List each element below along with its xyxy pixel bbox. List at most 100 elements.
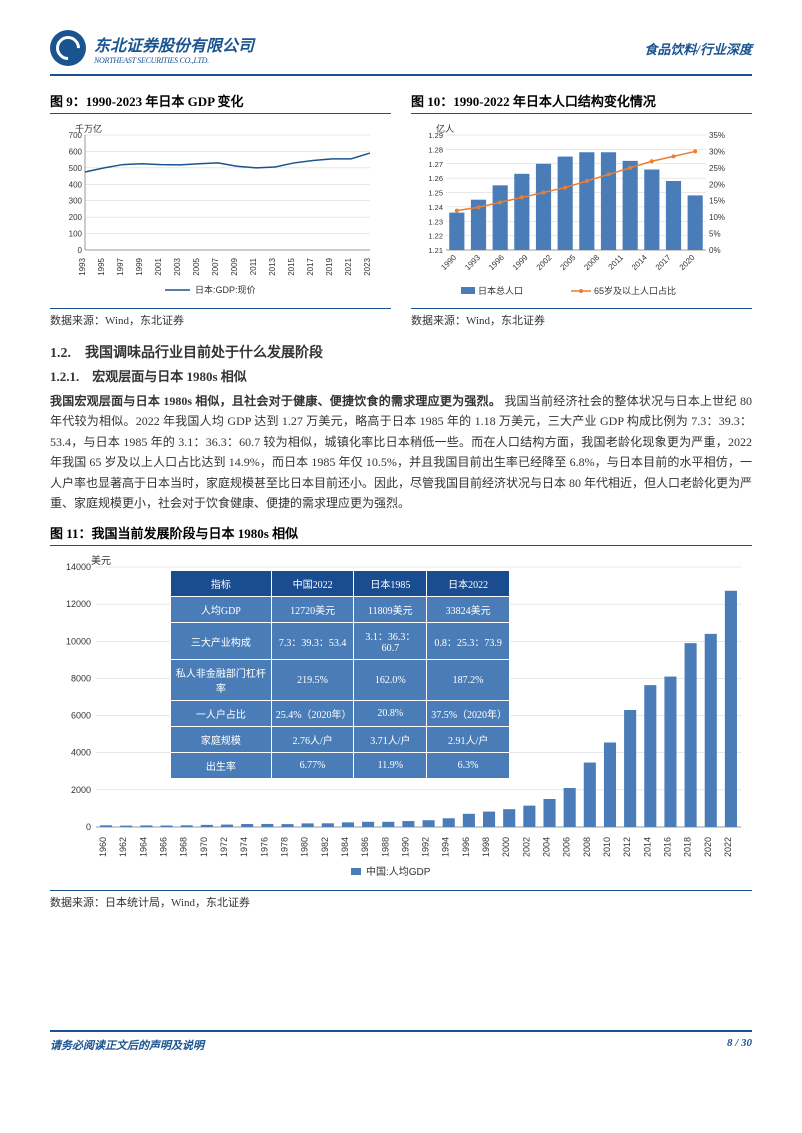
footer-disclaimer: 请务必阅读正文后的声明及说明 <box>50 1037 204 1053</box>
svg-text:700: 700 <box>69 131 83 140</box>
svg-text:1976: 1976 <box>259 837 269 857</box>
svg-text:1.26: 1.26 <box>428 174 443 183</box>
svg-text:14000: 14000 <box>66 562 91 572</box>
svg-text:2000: 2000 <box>501 837 511 857</box>
svg-text:30%: 30% <box>709 147 725 156</box>
svg-text:1996: 1996 <box>461 837 471 857</box>
svg-text:1998: 1998 <box>481 837 491 857</box>
svg-text:1997: 1997 <box>116 257 125 275</box>
svg-text:1.24: 1.24 <box>428 203 443 212</box>
fig11-source: 数据来源：日本统计局，Wind，东北证券 <box>50 890 752 910</box>
svg-text:美元: 美元 <box>91 554 111 567</box>
page-footer: 请务必阅读正文后的声明及说明 8 / 30 <box>50 1030 752 1053</box>
svg-text:300: 300 <box>69 197 83 206</box>
section-1-2-1-body: 我国宏观层面与日本 1980s 相似，且社会对于健康、便捷饮食的需求理应更为强烈… <box>50 391 752 513</box>
svg-text:2018: 2018 <box>683 837 693 857</box>
svg-text:2010: 2010 <box>602 837 612 857</box>
svg-text:0: 0 <box>86 822 91 832</box>
svg-text:10000: 10000 <box>66 637 91 647</box>
svg-text:1968: 1968 <box>179 837 189 857</box>
svg-text:1.28: 1.28 <box>428 145 443 154</box>
svg-text:2014: 2014 <box>630 253 649 272</box>
svg-text:2017: 2017 <box>654 253 673 272</box>
svg-text:1995: 1995 <box>97 257 106 275</box>
svg-text:2013: 2013 <box>268 257 277 275</box>
svg-text:1.29: 1.29 <box>428 131 443 140</box>
svg-text:20%: 20% <box>709 180 725 189</box>
svg-text:600: 600 <box>69 147 83 156</box>
svg-text:1980: 1980 <box>300 837 310 857</box>
fig11-table: 指标中国2022日本1985日本2022人均GDP12720美元11809美元3… <box>170 570 510 779</box>
fig9-source: 数据来源：Wind，东北证券 <box>50 308 391 328</box>
svg-text:1962: 1962 <box>118 837 128 857</box>
svg-text:1999: 1999 <box>511 253 530 272</box>
svg-text:1974: 1974 <box>239 837 249 857</box>
svg-text:2022: 2022 <box>723 837 733 857</box>
svg-text:1964: 1964 <box>138 837 148 857</box>
svg-text:2019: 2019 <box>325 257 334 275</box>
svg-text:2009: 2009 <box>230 257 239 275</box>
para-bold: 我国宏观层面与日本 1980s 相似，且社会对于健康、便捷饮食的需求理应更为强烈… <box>50 394 501 408</box>
fig11-title: 图 11：我国当前发展阶段与日本 1980s 相似 <box>50 523 752 546</box>
svg-text:65岁及以上人口占比: 65岁及以上人口占比 <box>594 285 676 296</box>
svg-text:2023: 2023 <box>363 257 372 275</box>
para-body: 我国当前经济社会的整体状况与日本上世纪 80 年代较为相似。2022 年我国人均… <box>50 394 752 510</box>
svg-text:0: 0 <box>78 246 83 255</box>
fig9-chart: 千万亿0100200300400500600700199319951997199… <box>50 120 391 304</box>
fig10-title: 图 10：1990-2022 年日本人口结构变化情况 <box>411 91 752 114</box>
svg-text:1.27: 1.27 <box>428 160 443 169</box>
svg-text:2016: 2016 <box>662 837 672 857</box>
svg-text:1970: 1970 <box>199 837 209 857</box>
fig10-chart: 亿人1.211.221.231.241.251.261.271.281.290%… <box>411 120 752 304</box>
svg-text:1988: 1988 <box>380 837 390 857</box>
logo-area: 东北证券股份有限公司 NORTHEAST SECURITIES CO.,LTD. <box>50 30 254 66</box>
fig11-chart: 美元02000400060008000100001200014000196019… <box>50 552 752 886</box>
svg-text:400: 400 <box>69 180 83 189</box>
svg-text:1996: 1996 <box>487 253 506 272</box>
svg-text:1.21: 1.21 <box>428 246 443 255</box>
svg-text:2008: 2008 <box>582 253 601 272</box>
svg-text:1960: 1960 <box>98 837 108 857</box>
company-name-cn: 东北证券股份有限公司 <box>94 32 254 56</box>
svg-text:日本:GDP:现价: 日本:GDP:现价 <box>195 284 256 295</box>
svg-text:2008: 2008 <box>582 837 592 857</box>
svg-text:35%: 35% <box>709 131 725 140</box>
svg-text:15%: 15% <box>709 197 725 206</box>
svg-text:2006: 2006 <box>562 837 572 857</box>
page-header: 东北证券股份有限公司 NORTHEAST SECURITIES CO.,LTD.… <box>50 30 752 76</box>
svg-text:1984: 1984 <box>340 837 350 857</box>
svg-text:2020: 2020 <box>678 253 697 272</box>
svg-text:4000: 4000 <box>71 748 91 758</box>
svg-text:1993: 1993 <box>78 257 87 275</box>
svg-text:1990: 1990 <box>400 837 410 857</box>
svg-text:2021: 2021 <box>344 257 353 275</box>
svg-text:2005: 2005 <box>192 257 201 275</box>
svg-text:2001: 2001 <box>154 257 163 275</box>
svg-text:200: 200 <box>69 213 83 222</box>
svg-text:500: 500 <box>69 164 83 173</box>
svg-text:1978: 1978 <box>279 837 289 857</box>
svg-text:6000: 6000 <box>71 711 91 721</box>
svg-text:2011: 2011 <box>607 253 626 272</box>
svg-text:1.22: 1.22 <box>428 232 443 241</box>
svg-text:1986: 1986 <box>360 837 370 857</box>
svg-text:1992: 1992 <box>421 837 431 857</box>
logo-icon <box>50 30 86 66</box>
fig10-source: 数据来源：Wind，东北证券 <box>411 308 752 328</box>
svg-text:0%: 0% <box>709 246 721 255</box>
svg-text:1.23: 1.23 <box>428 217 443 226</box>
svg-text:2012: 2012 <box>622 837 632 857</box>
svg-text:2002: 2002 <box>521 837 531 857</box>
svg-text:2014: 2014 <box>642 837 652 857</box>
section-1-2-heading: 1.2. 我国调味品行业目前处于什么发展阶段 <box>50 342 752 362</box>
svg-text:中国:人均GDP: 中国:人均GDP <box>366 865 431 878</box>
svg-text:2007: 2007 <box>211 257 220 275</box>
report-category: 食品饮料/行业深度 <box>644 39 752 58</box>
fig9-title: 图 9：1990-2023 年日本 GDP 变化 <box>50 91 391 114</box>
svg-text:1999: 1999 <box>135 257 144 275</box>
svg-text:1966: 1966 <box>159 837 169 857</box>
svg-text:1990: 1990 <box>439 253 458 272</box>
svg-text:1972: 1972 <box>219 837 229 857</box>
svg-text:2002: 2002 <box>535 253 554 272</box>
svg-text:8000: 8000 <box>71 674 91 684</box>
